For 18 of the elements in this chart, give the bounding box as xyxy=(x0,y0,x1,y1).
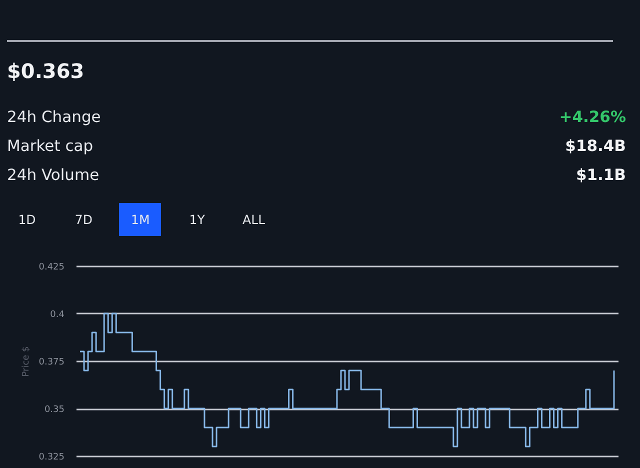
text: $1.1B xyxy=(576,165,626,185)
range-button[interactable]: 1M xyxy=(119,203,162,236)
range-button[interactable]: 7D xyxy=(74,211,92,228)
text: 24h Volume xyxy=(7,165,100,185)
text: 24h Change xyxy=(7,107,101,127)
y-tick-label: 0.35 xyxy=(44,405,64,415)
range-button[interactable]: 1D xyxy=(18,211,36,228)
y-tick-label: 0.375 xyxy=(38,358,64,368)
y-axis-title: Price $ xyxy=(22,346,32,377)
y-tick-label: 0.325 xyxy=(38,452,64,462)
text: $0.363 xyxy=(7,59,84,83)
y-tick-label: 0.425 xyxy=(38,262,64,272)
y-tick-label: 0.4 xyxy=(50,310,65,320)
text: +4.26% xyxy=(559,107,626,127)
text: $18.4B xyxy=(565,136,626,156)
text: Market cap xyxy=(7,136,94,156)
range-button[interactable]: 1Y xyxy=(189,211,205,228)
range-button[interactable]: ALL xyxy=(242,211,266,228)
